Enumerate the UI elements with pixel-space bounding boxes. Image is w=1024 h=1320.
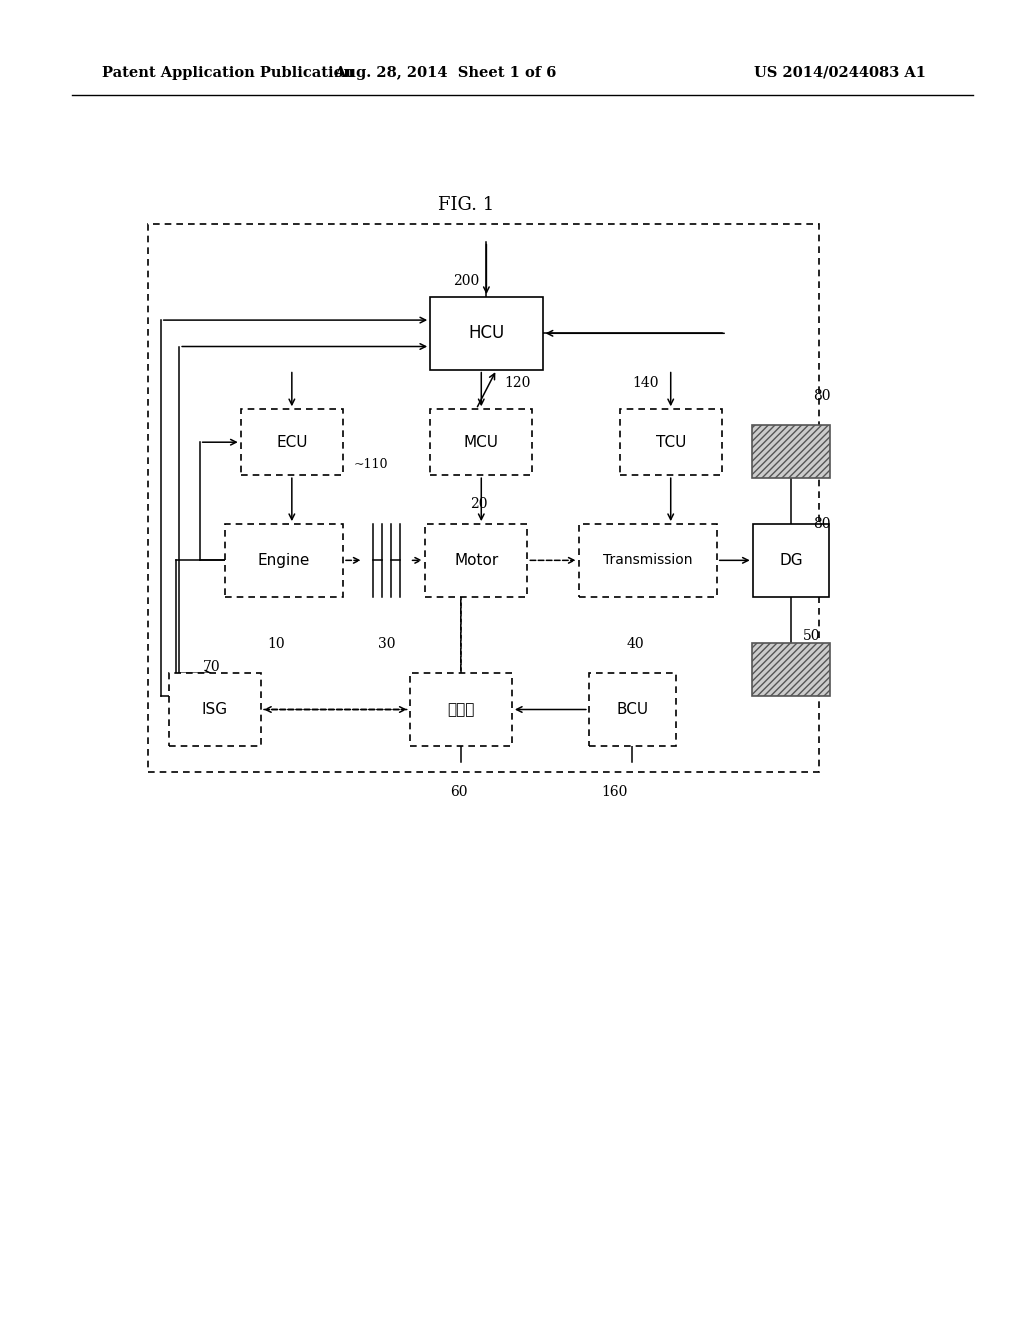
Bar [752, 425, 830, 478]
Text: DG: DG [779, 553, 803, 568]
Text: Aug. 28, 2014  Sheet 1 of 6: Aug. 28, 2014 Sheet 1 of 6 [334, 66, 557, 79]
Bar [589, 673, 676, 746]
Bar [430, 409, 532, 475]
Text: ISG: ISG [202, 702, 228, 717]
Bar [430, 297, 543, 370]
Bar [753, 524, 829, 597]
Text: MCU: MCU [464, 434, 499, 450]
Text: 80: 80 [813, 389, 831, 403]
Bar [225, 524, 343, 597]
Text: 50: 50 [803, 630, 821, 643]
Bar [425, 524, 527, 597]
Text: 140: 140 [632, 376, 658, 389]
Bar [620, 409, 722, 475]
Text: 40: 40 [626, 638, 644, 651]
Text: Patent Application Publication: Patent Application Publication [102, 66, 354, 79]
Text: 200: 200 [453, 275, 479, 288]
Text: 10: 10 [267, 638, 286, 651]
Text: US 2014/0244083 A1: US 2014/0244083 A1 [754, 66, 926, 79]
Text: 배터리: 배터리 [447, 702, 474, 717]
Text: 30: 30 [378, 638, 396, 651]
Text: 120: 120 [504, 376, 530, 389]
Text: 70: 70 [203, 660, 221, 673]
Bar [410, 673, 512, 746]
Text: FIG. 1: FIG. 1 [438, 195, 494, 214]
Text: 160: 160 [601, 785, 628, 799]
Text: 60: 60 [450, 785, 468, 799]
Bar [579, 524, 717, 597]
Text: ECU: ECU [276, 434, 307, 450]
Text: 80: 80 [813, 517, 831, 531]
Text: TCU: TCU [655, 434, 686, 450]
Text: HCU: HCU [468, 325, 505, 342]
Text: Motor: Motor [454, 553, 499, 568]
Text: Engine: Engine [258, 553, 310, 568]
Text: 20: 20 [470, 498, 488, 511]
Bar [752, 643, 830, 696]
Text: Transmission: Transmission [603, 553, 692, 568]
Bar [148, 224, 819, 772]
Bar [169, 673, 261, 746]
Text: BCU: BCU [616, 702, 648, 717]
Bar [241, 409, 343, 475]
Text: ~110: ~110 [353, 458, 388, 471]
